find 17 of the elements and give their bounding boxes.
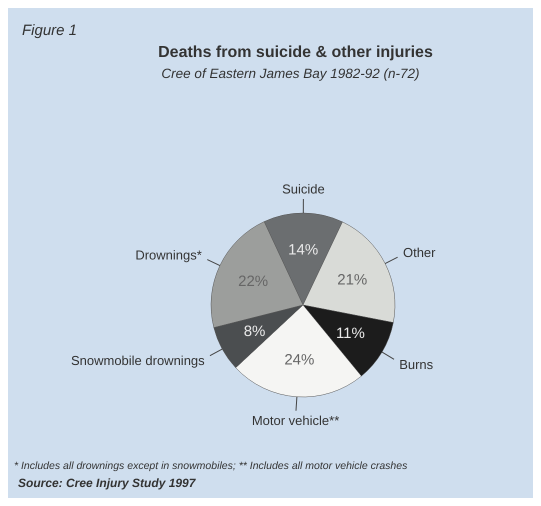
- slice-label: Burns: [399, 356, 434, 372]
- slice-label: Motor vehicle**: [252, 413, 340, 428]
- data-label: 24%: [284, 352, 314, 369]
- slice-label: Suicide: [282, 182, 325, 196]
- slice-label: Drownings*: [135, 248, 202, 263]
- data-label: 14%: [288, 241, 318, 258]
- data-label: 21%: [337, 272, 368, 289]
- slice-label: Other: [402, 245, 436, 260]
- caption: Figure 1: [22, 22, 78, 39]
- data-label: 11%: [336, 324, 365, 342]
- data-label: 22%: [238, 272, 268, 290]
- source-note: Source: Cree Injury Study 1997: [18, 476, 196, 490]
- text: * Includes all drownings except in snowmobiles; ** Includes all motor vehicle crashes: [14, 460, 408, 472]
- data-label: 8%: [244, 322, 266, 340]
- chart-subtitle: Cree of Eastern James Bay 1982-92 (n-72): [160, 66, 421, 81]
- slice-label: Snowmobile drownings: [70, 353, 206, 368]
- chart-title: Deaths from suicide & other injuries: [157, 44, 434, 62]
